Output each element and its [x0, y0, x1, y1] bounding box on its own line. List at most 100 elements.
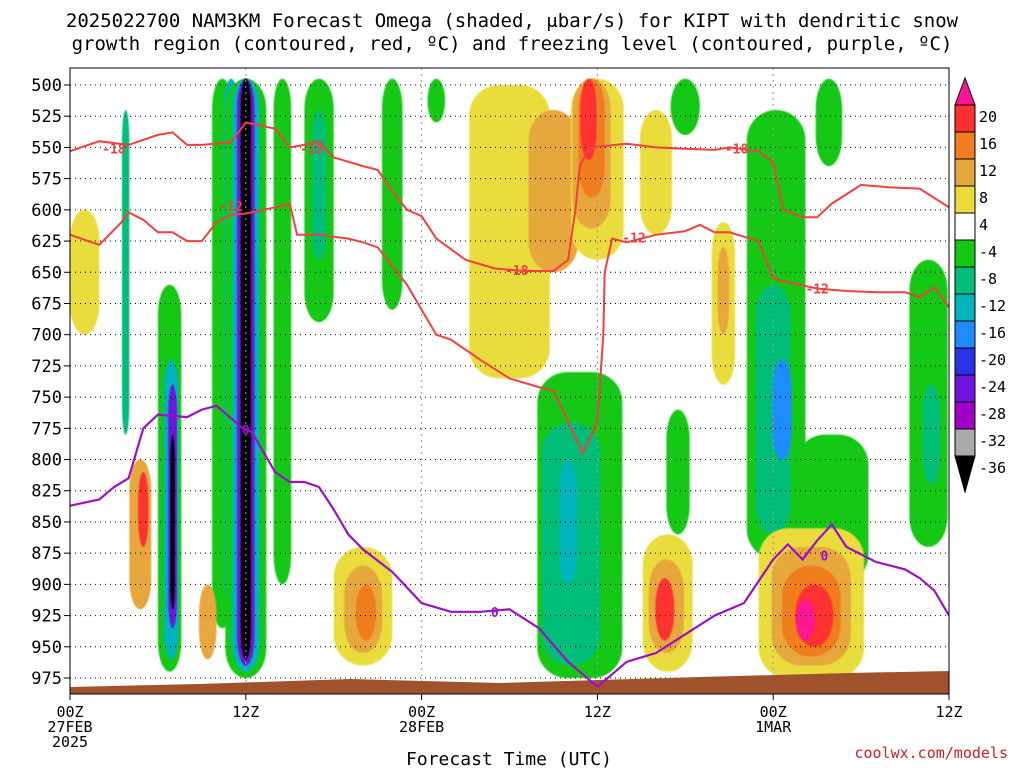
grid-lines	[70, 68, 949, 694]
y-tick-label: 850	[31, 513, 62, 533]
omega-region	[170, 434, 175, 610]
omega-region	[427, 78, 446, 123]
colorbar-segment	[954, 131, 976, 160]
omega-region	[655, 578, 675, 641]
dgz-contour-label: -18	[102, 143, 126, 158]
y-tick-label: 750	[31, 388, 62, 408]
colorbar-tick-label: -8	[979, 270, 997, 288]
y-tick-label: 500	[31, 76, 62, 96]
y-tick-label: 725	[31, 357, 62, 377]
colorbar-tick-label: -20	[979, 351, 1006, 369]
dgz-contour-label-text: -18	[300, 143, 324, 158]
plot-area: -18 -18 -18 -12 -12 -18 -12 0 0 0	[69, 67, 950, 695]
freezing-level-line	[70, 404, 949, 689]
dgz-contour-label: -12	[622, 231, 645, 246]
y-tick-label: 875	[31, 544, 62, 564]
colorbar-tick-label: -32	[979, 432, 1006, 450]
y-tick-label: 825	[31, 482, 62, 502]
omega-region	[559, 459, 577, 585]
colorbar-segment	[954, 293, 976, 322]
colorbar-tick-label: -4	[979, 243, 997, 261]
colorbar-segment	[954, 347, 976, 376]
colorbar-segment	[954, 374, 976, 403]
colorbar-segment	[954, 401, 976, 430]
x-tick-label: 2025	[52, 733, 88, 751]
x-axis-title: Forecast Time (UTC)	[406, 749, 612, 768]
y-tick-label: 775	[31, 419, 62, 439]
y-tick-label: 650	[31, 263, 62, 283]
site-credit[interactable]: coolwx.com/models	[854, 744, 1008, 762]
x-tick-label: 12Z	[232, 703, 259, 721]
omega-region	[922, 384, 941, 485]
omega-region	[772, 359, 792, 460]
freezing-level-label: 0	[242, 424, 250, 439]
colorbar: 20 16 12 8 4 -4 -8 -12 -16 -20 -24 -28 -32 -36	[954, 76, 1006, 494]
dgz-contour-label-text: -18	[505, 264, 529, 279]
colorbar-tick-label: 20	[979, 108, 997, 126]
colorbar-segment	[954, 266, 976, 295]
y-tick-label: 600	[31, 201, 62, 221]
colorbar-segment	[954, 185, 976, 214]
omega-region	[382, 78, 403, 310]
freezing-level-label-text: 0	[242, 424, 250, 439]
x-tick-label: 12Z	[935, 703, 962, 721]
contours: -18 -18 -18 -12 -12 -18 -12 0 0 0	[70, 121, 949, 689]
colorbar-tick-label: 4	[979, 216, 988, 234]
omega-region	[670, 78, 700, 135]
colorbar-tick-label: -28	[979, 405, 1006, 423]
omega-region	[580, 78, 597, 160]
freezing-level-label-text: 0	[821, 550, 829, 565]
x-tick-label: 00Z	[56, 703, 83, 721]
y-tick-label: 675	[31, 294, 62, 314]
omega-region	[355, 584, 377, 641]
omega-region	[198, 584, 217, 660]
y-axis: 500 525 550 575 600 625 650 675 700 725 750 775 800 8…	[31, 76, 70, 689]
y-tick-label: 800	[31, 451, 62, 471]
omega-region	[70, 209, 100, 335]
y-tick-label: 550	[31, 138, 62, 158]
colorbar-segment	[954, 428, 976, 457]
omega-shading	[70, 78, 948, 679]
chart-title-line-2: growth region (contoured, red, ºC) and f…	[71, 33, 953, 55]
plot-frame	[69, 67, 950, 695]
x-tick-label: 00Z	[760, 703, 787, 721]
dgz-contour-label-text: -12	[805, 282, 828, 297]
omega-region	[717, 247, 730, 335]
omega-region	[639, 110, 673, 235]
colorbar-segment	[954, 76, 976, 106]
dgz-contour-label: -18	[505, 264, 529, 279]
colorbar-segment	[954, 239, 976, 268]
terrain-fill	[70, 671, 949, 694]
dgz-contour-label-text: -12	[622, 231, 645, 246]
y-tick-label: 925	[31, 607, 62, 627]
colorbar-tick-label: -24	[979, 378, 1006, 396]
chart-title-line-1: 2025022700 NAM3KM Forecast Omega (shaded…	[65, 10, 959, 32]
colorbar-tick-label: -36	[979, 459, 1006, 477]
y-tick-label: 575	[31, 170, 62, 190]
colorbar-segment	[954, 212, 976, 241]
y-tick-label: 950	[31, 638, 62, 658]
dgz-contour-label: -12	[805, 282, 828, 297]
omega-region	[273, 78, 292, 585]
y-tick-label: 525	[31, 107, 62, 127]
omega-region	[795, 599, 815, 641]
dgz-contour-label-text: -12	[219, 200, 242, 215]
x-tick-label: 27FEB	[47, 718, 92, 736]
x-tick-label: 00Z	[408, 703, 435, 721]
dgz-contour-label: -12	[219, 200, 242, 215]
dgz-contour-label-text: -18	[102, 143, 126, 158]
freezing-level-label: 0	[821, 550, 829, 565]
colorbar-tick-label: 16	[979, 135, 997, 153]
y-tick-label: 900	[31, 575, 62, 595]
colorbar-tick-label: 8	[979, 189, 988, 207]
freezing-level-label: 0	[491, 606, 499, 621]
freezing-level-label-text: 0	[491, 606, 499, 621]
dgz-contour-line	[70, 121, 949, 272]
omega-region	[138, 472, 149, 547]
omega-region	[528, 110, 579, 273]
omega-region	[666, 409, 690, 535]
colorbar-segment	[954, 320, 976, 349]
colorbar-tick-label: -12	[979, 297, 1006, 315]
